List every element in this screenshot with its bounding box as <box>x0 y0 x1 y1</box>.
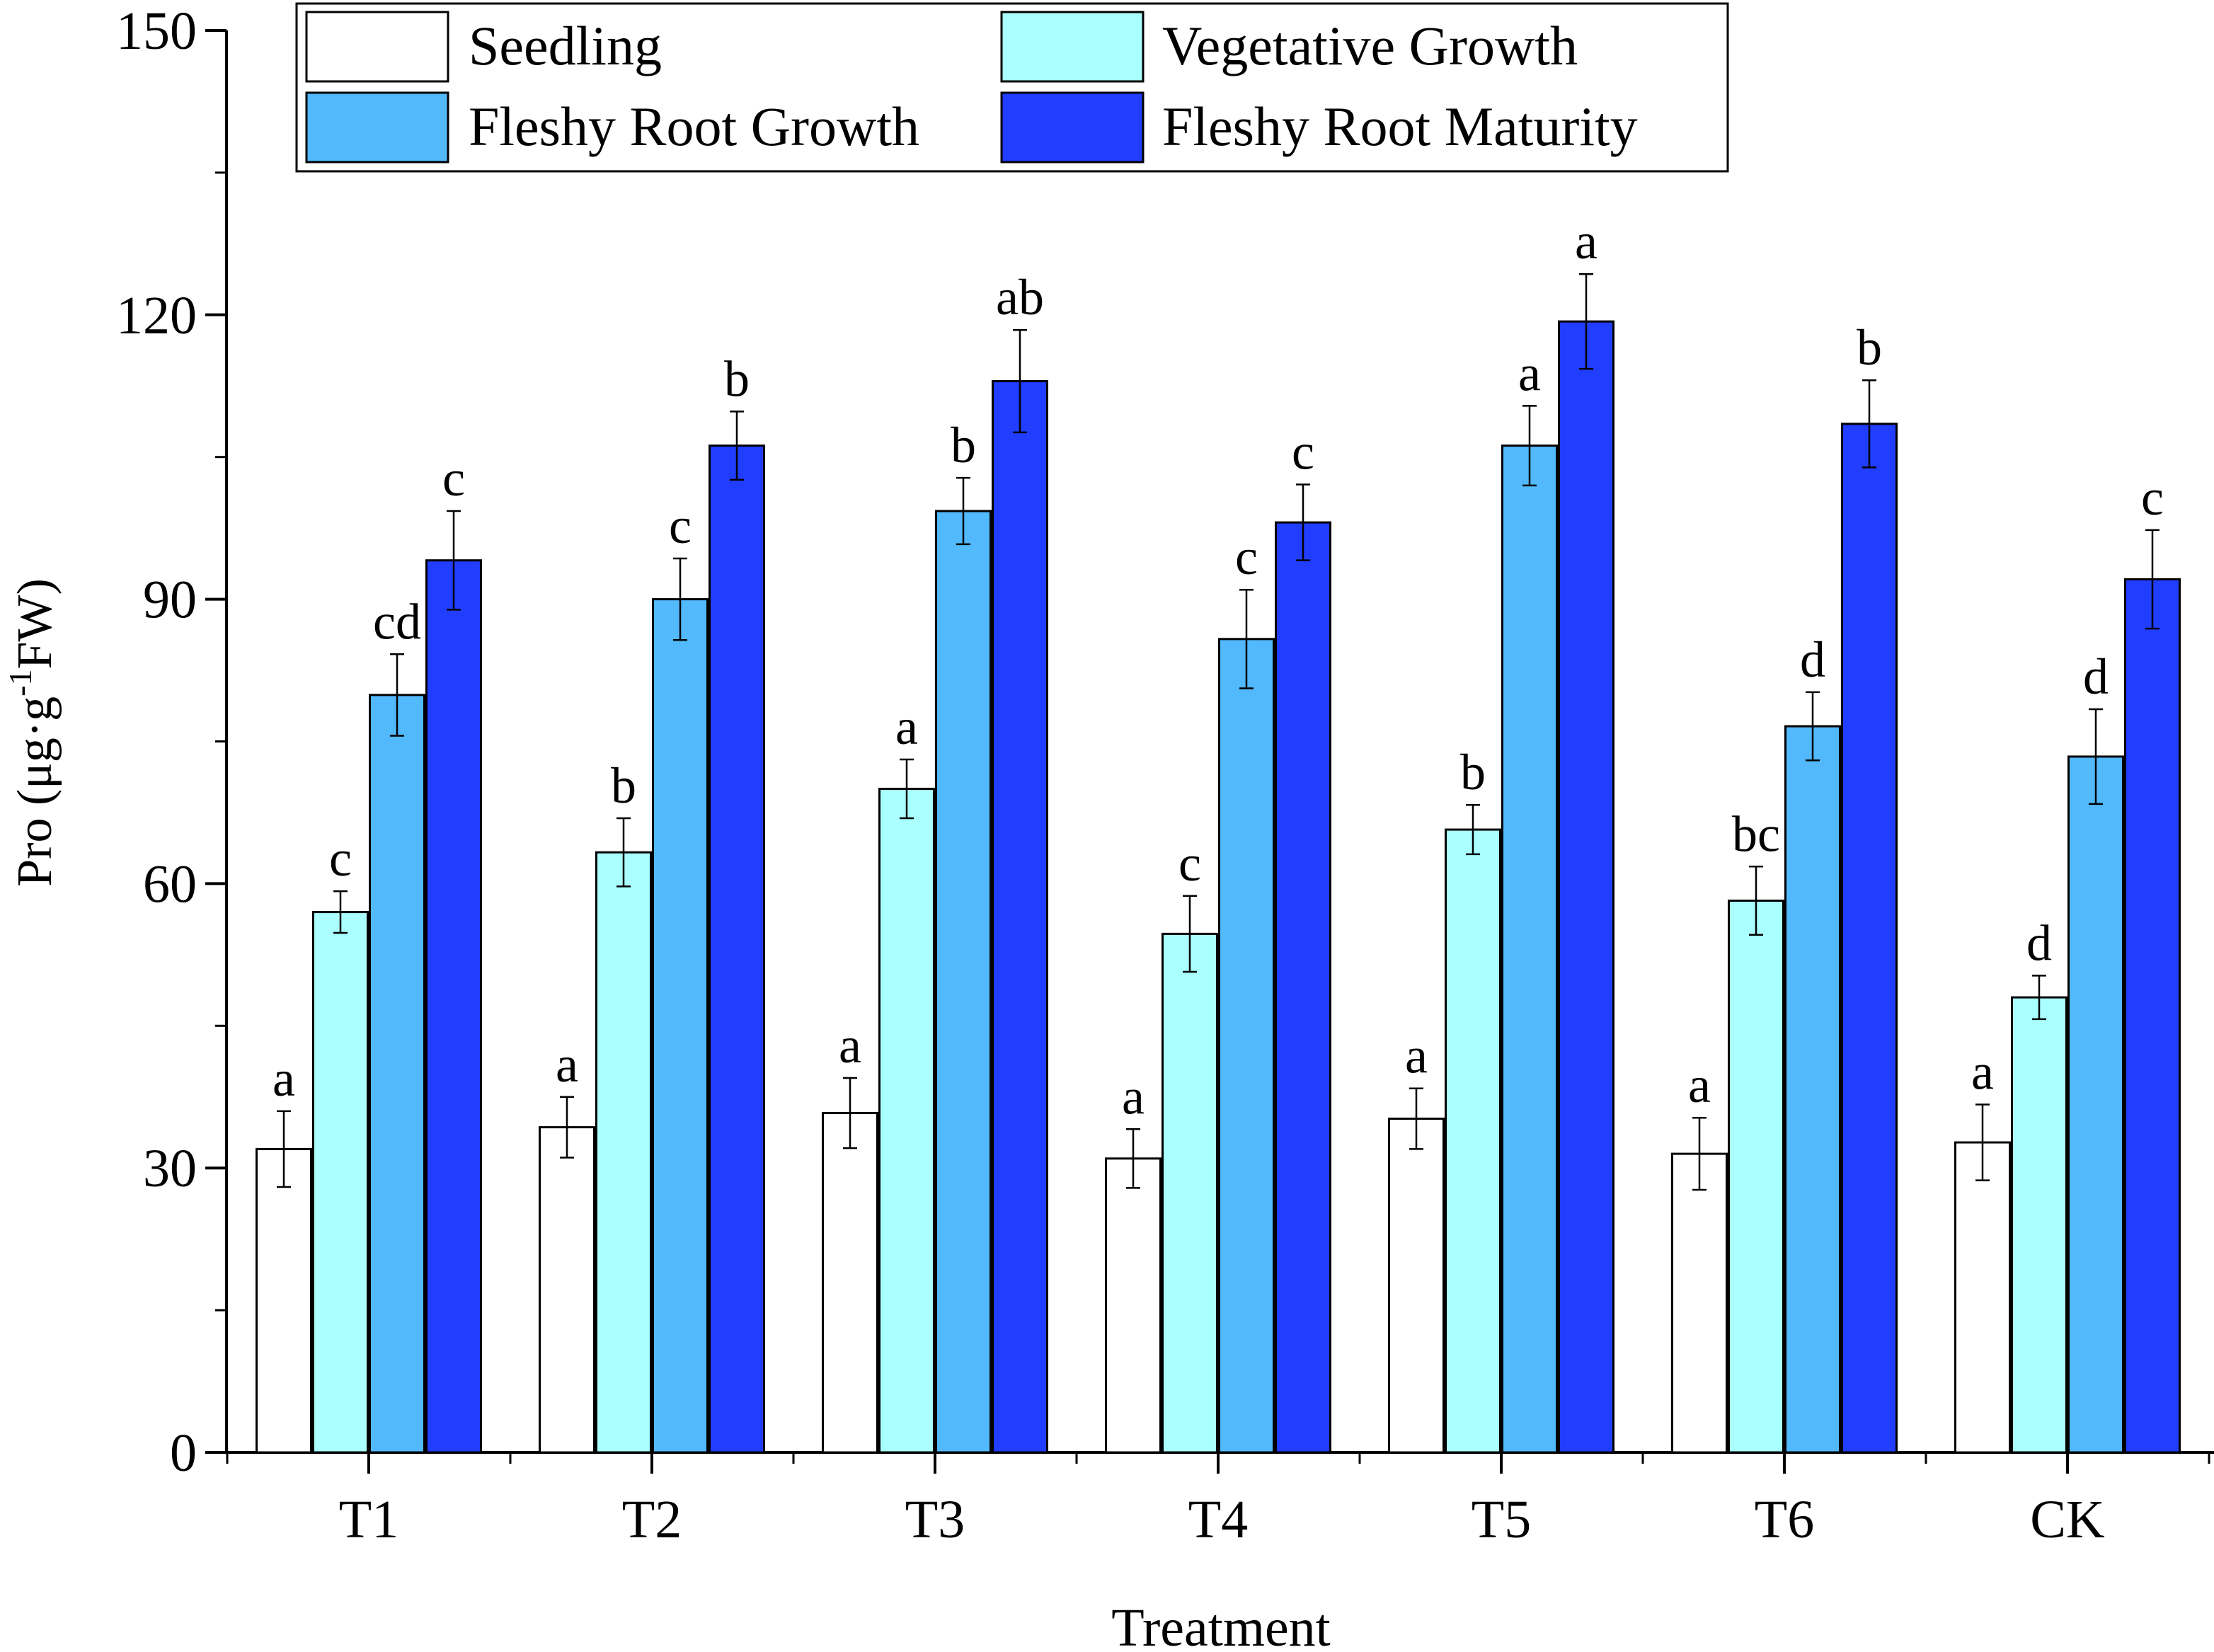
legend-swatch-seedling <box>305 11 449 83</box>
bar <box>2124 578 2181 1454</box>
legend-label-fleshy-root-growth: Fleshy Root Growth <box>469 96 919 157</box>
bar <box>1841 423 1898 1454</box>
bar <box>1784 725 1841 1454</box>
bar <box>709 444 765 1454</box>
significance-letter: a <box>1518 345 1541 401</box>
y-axis-label-superscript: -1 <box>2 670 38 696</box>
significance-letter: a <box>1971 1043 1994 1100</box>
significance-letter: a <box>1688 1057 1711 1113</box>
bar <box>1558 320 1614 1454</box>
significance-letter: a <box>839 1017 861 1074</box>
significance-letter: a <box>895 699 918 755</box>
bar <box>595 851 652 1454</box>
bar <box>539 1126 595 1454</box>
legend-swatch-fleshy-root-maturity <box>1000 91 1145 164</box>
x-tick-label: CK <box>2030 1490 2105 1549</box>
y-axis-label-tail: FW) <box>8 578 62 669</box>
significance-letter: c <box>669 498 692 554</box>
x-tick-label: T1 <box>339 1490 398 1549</box>
significance-letter: a <box>1405 1028 1428 1084</box>
x-tick-label: T4 <box>1188 1490 1248 1549</box>
bar <box>312 911 369 1454</box>
bar <box>1728 900 1784 1454</box>
x-tick-label: T6 <box>1755 1490 1814 1549</box>
significance-letter: c <box>442 450 465 507</box>
bar <box>256 1147 312 1454</box>
y-tick-label: 120 <box>116 286 197 345</box>
bar <box>1954 1141 2011 1454</box>
bar <box>822 1112 878 1454</box>
x-axis-label: Treatment <box>1111 1598 1331 1652</box>
significance-letter: cd <box>373 593 421 650</box>
bar <box>992 380 1048 1454</box>
x-tick-label: T5 <box>1472 1490 1531 1549</box>
bar <box>1275 521 1331 1454</box>
significance-letter: b <box>951 417 976 474</box>
y-tick-label: 30 <box>143 1139 197 1198</box>
significance-letter: a <box>1575 213 1598 270</box>
significance-letter: a <box>273 1050 295 1107</box>
bar <box>1671 1152 1728 1454</box>
bar <box>369 694 425 1454</box>
significance-letter: b <box>724 350 750 407</box>
bar <box>1445 828 1501 1454</box>
significance-letter: c <box>2141 469 2164 526</box>
bar <box>1218 638 1275 1454</box>
bar <box>935 510 992 1454</box>
bar <box>2011 996 2067 1454</box>
bar <box>2067 755 2124 1454</box>
bar <box>425 559 482 1454</box>
bar <box>652 598 709 1454</box>
legend-label-vegetative-growth: Vegetative Growth <box>1162 15 1578 76</box>
y-axis-label: Pro (μg·g-1FW) <box>2 578 62 887</box>
significance-letter: ab <box>996 269 1044 326</box>
bar <box>878 787 935 1454</box>
y-tick-label: 150 <box>116 1 197 61</box>
legend-label-fleshy-root-maturity: Fleshy Root Maturity <box>1162 96 1638 157</box>
significance-letter: c <box>1235 529 1258 585</box>
x-tick-label: T3 <box>905 1490 965 1549</box>
bar <box>1388 1118 1445 1454</box>
bar <box>1162 932 1218 1454</box>
significance-letter: b <box>611 757 636 814</box>
significance-letter: c <box>1292 424 1314 481</box>
legend-label-seedling: Seedling <box>469 15 662 76</box>
bars-layer <box>256 273 2181 1454</box>
x-tick-label: T2 <box>622 1490 682 1549</box>
significance-letter: b <box>1857 319 1882 376</box>
legend: Seedling Vegetative Growth Fleshy Root G… <box>295 2 1729 173</box>
significance-letter: d <box>1800 631 1825 688</box>
significance-letter: c <box>1178 835 1201 892</box>
y-axis-label-main: Pro (μg·g <box>8 696 62 887</box>
significance-letter: d <box>2026 914 2052 971</box>
significance-letter: d <box>2083 648 2109 705</box>
significance-letter: a <box>556 1036 578 1093</box>
y-tick-label: 60 <box>143 854 197 914</box>
legend-swatch-vegetative-growth <box>1000 11 1145 83</box>
significance-letter: c <box>329 830 352 887</box>
bar <box>1501 444 1558 1454</box>
significance-letter: b <box>1460 744 1486 801</box>
significance-letter: bc <box>1732 805 1780 862</box>
y-tick-label: 90 <box>143 570 197 630</box>
bar <box>1105 1157 1162 1454</box>
significance-letter: a <box>1122 1068 1145 1125</box>
y-tick-label: 0 <box>170 1423 197 1483</box>
legend-swatch-fleshy-root-growth <box>305 91 449 164</box>
